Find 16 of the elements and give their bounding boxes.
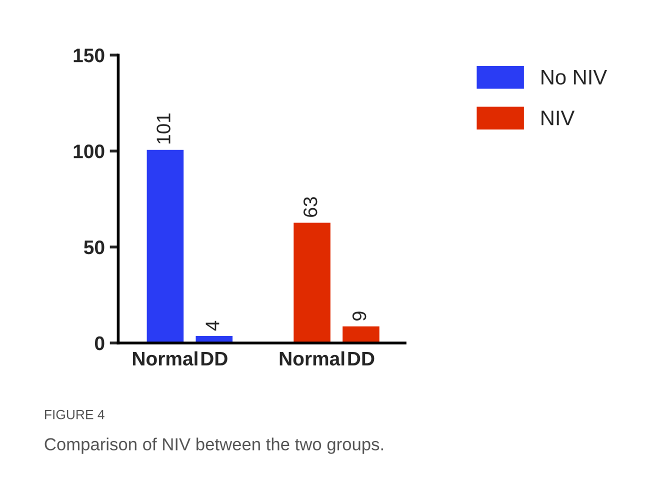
data-label: 63 xyxy=(303,197,318,217)
y-tick-label: 50 xyxy=(84,240,104,254)
data-label: 4 xyxy=(206,320,220,331)
x-tick-label: DD xyxy=(201,352,228,366)
legend-label: NIV xyxy=(542,110,575,126)
x-tick-label: Normal xyxy=(280,351,344,366)
caption: FIGURE 4 xyxy=(45,410,104,420)
y-tick-label: 0 xyxy=(94,336,104,350)
data-label: 101 xyxy=(156,113,170,144)
x-tick-label: Normal xyxy=(133,351,198,366)
legend-label: No NIV xyxy=(542,70,607,85)
y-tick-label: 100 xyxy=(74,144,104,158)
data-label: 9 xyxy=(352,312,366,321)
x-tick-label: DD xyxy=(348,352,374,366)
y-tick-label: 150 xyxy=(74,48,104,62)
text: Comparison of NIV between the two groups. xyxy=(44,438,383,454)
